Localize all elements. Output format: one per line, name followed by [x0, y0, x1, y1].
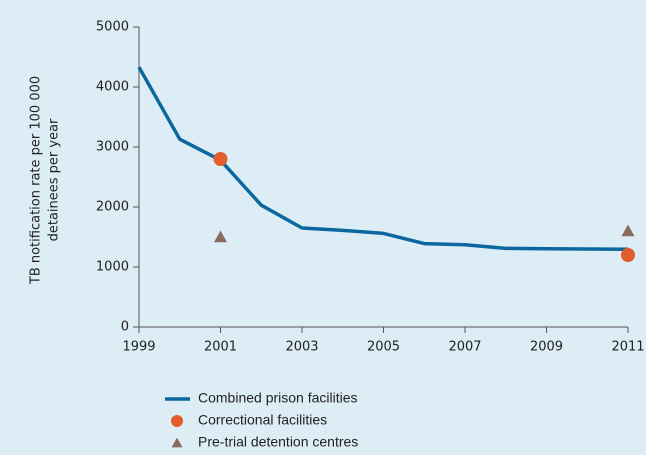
data-point — [213, 152, 228, 166]
x-tick-label: 2007 — [448, 340, 481, 355]
legend-swatch — [171, 437, 183, 448]
legend-label: Correctional facilities — [198, 412, 327, 428]
legend-swatch — [171, 415, 183, 427]
y-tick-label: 4000 — [96, 80, 129, 95]
data-point — [214, 230, 227, 243]
y-tick-label: 0 — [121, 320, 129, 335]
data-point — [621, 248, 635, 262]
x-tick-label: 2009 — [530, 340, 563, 355]
legend-label: Combined prison facilities — [198, 390, 358, 406]
data-line — [137, 66, 629, 252]
y-axis-label: detainees per year — [47, 118, 62, 241]
data-point — [621, 224, 635, 237]
x-tick-label: 2005 — [367, 340, 400, 355]
y-tick-label: 1000 — [96, 260, 129, 275]
legend: Combined prison facilities Correctional f… — [165, 390, 358, 450]
y-axis-label: TB notification rate per 100 000 — [29, 76, 44, 285]
x-tick-label: 1999 — [122, 340, 155, 355]
y-tick-label: 5000 — [96, 20, 129, 35]
legend-label: Pre-trial detention centres — [198, 434, 358, 450]
y-tick-label: 3000 — [96, 140, 129, 155]
x-tick-label: 2001 — [204, 340, 237, 355]
x-tick-label: 2003 — [285, 340, 318, 355]
y-tick-label: 2000 — [96, 200, 129, 215]
x-tick-label: 2011 — [611, 340, 644, 355]
